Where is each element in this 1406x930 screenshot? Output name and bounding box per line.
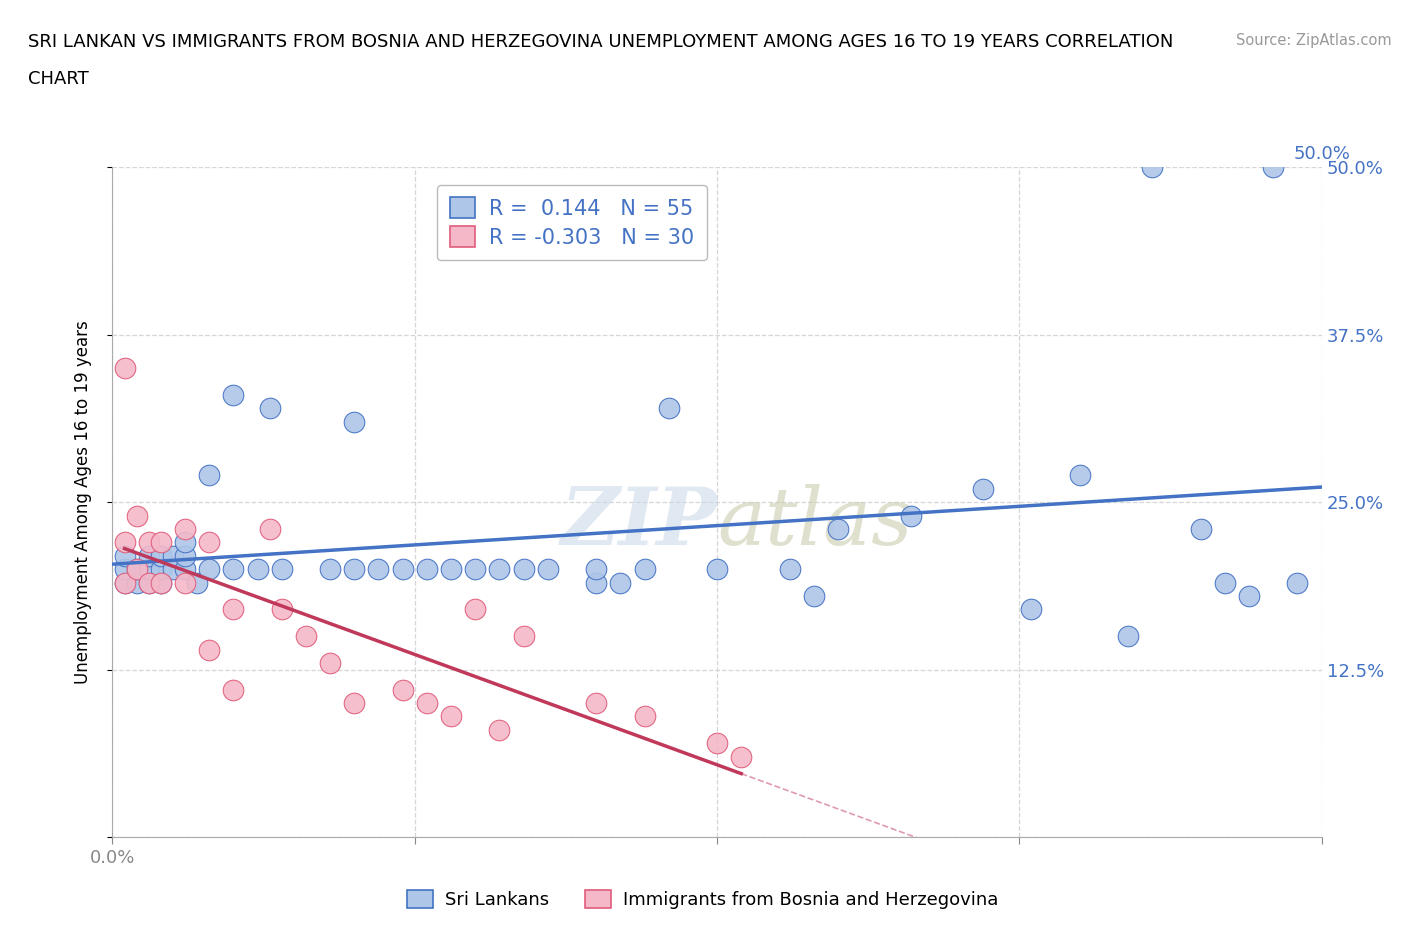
Text: SRI LANKAN VS IMMIGRANTS FROM BOSNIA AND HERZEGOVINA UNEMPLOYMENT AMONG AGES 16 : SRI LANKAN VS IMMIGRANTS FROM BOSNIA AND… <box>28 33 1174 50</box>
Point <box>1189 522 1212 537</box>
Point <box>162 549 184 564</box>
Point <box>1286 575 1309 590</box>
Point <box>259 522 281 537</box>
Point <box>138 575 160 590</box>
Point <box>198 535 221 550</box>
Point <box>585 696 607 711</box>
Point <box>633 562 655 577</box>
Point <box>149 575 172 590</box>
Point <box>198 468 221 483</box>
Point <box>114 535 136 550</box>
Point <box>900 508 922 523</box>
Point <box>367 562 389 577</box>
Point <box>416 696 439 711</box>
Text: atlas: atlas <box>717 484 912 561</box>
Point <box>222 562 245 577</box>
Point <box>488 562 510 577</box>
Point <box>270 562 292 577</box>
Point <box>488 723 510 737</box>
Point <box>440 562 463 577</box>
Point <box>972 482 994 497</box>
Point <box>138 535 160 550</box>
Point <box>391 562 413 577</box>
Point <box>706 736 728 751</box>
Point <box>440 709 463 724</box>
Point <box>174 562 197 577</box>
Point <box>585 575 607 590</box>
Point <box>295 629 318 644</box>
Legend: R =  0.144   N = 55, R = -0.303   N = 30: R = 0.144 N = 55, R = -0.303 N = 30 <box>437 184 707 260</box>
Point <box>114 549 136 564</box>
Point <box>125 562 148 577</box>
Point <box>270 602 292 617</box>
Legend: Sri Lankans, Immigrants from Bosnia and Herzegovina: Sri Lankans, Immigrants from Bosnia and … <box>401 883 1005 916</box>
Point <box>174 522 197 537</box>
Point <box>125 575 148 590</box>
Point <box>222 388 245 403</box>
Point <box>585 562 607 577</box>
Point <box>1237 589 1260 604</box>
Point <box>1213 575 1236 590</box>
Point <box>174 535 197 550</box>
Point <box>464 562 486 577</box>
Point <box>198 642 221 657</box>
Point <box>174 549 197 564</box>
Point <box>343 562 366 577</box>
Point <box>464 602 486 617</box>
Point <box>319 656 342 671</box>
Point <box>1263 160 1285 175</box>
Point <box>416 562 439 577</box>
Point <box>222 602 245 617</box>
Point <box>114 575 136 590</box>
Point <box>537 562 560 577</box>
Point <box>319 562 342 577</box>
Point <box>827 522 849 537</box>
Y-axis label: Unemployment Among Ages 16 to 19 years: Unemployment Among Ages 16 to 19 years <box>73 320 91 684</box>
Point <box>138 562 160 577</box>
Point <box>1142 160 1164 175</box>
Point <box>609 575 631 590</box>
Point <box>138 575 160 590</box>
Text: Source: ZipAtlas.com: Source: ZipAtlas.com <box>1236 33 1392 47</box>
Point <box>162 562 184 577</box>
Point <box>186 575 208 590</box>
Point <box>125 508 148 523</box>
Point <box>259 401 281 416</box>
Point <box>222 683 245 698</box>
Point <box>343 696 366 711</box>
Point <box>149 549 172 564</box>
Point <box>1021 602 1043 617</box>
Point <box>512 629 534 644</box>
Point <box>1116 629 1139 644</box>
Point <box>149 535 172 550</box>
Point <box>246 562 269 577</box>
Point <box>706 562 728 577</box>
Point <box>125 562 148 577</box>
Text: ZIP: ZIP <box>560 484 717 561</box>
Point <box>730 750 752 764</box>
Point <box>779 562 801 577</box>
Point <box>149 562 172 577</box>
Point <box>633 709 655 724</box>
Point <box>149 575 172 590</box>
Point <box>198 562 221 577</box>
Point <box>138 549 160 564</box>
Point <box>114 361 136 376</box>
Point <box>114 562 136 577</box>
Point <box>1069 468 1091 483</box>
Point <box>512 562 534 577</box>
Point <box>391 683 413 698</box>
Point <box>114 575 136 590</box>
Text: CHART: CHART <box>28 70 89 87</box>
Point <box>174 575 197 590</box>
Point <box>803 589 825 604</box>
Point <box>658 401 681 416</box>
Point <box>343 415 366 430</box>
